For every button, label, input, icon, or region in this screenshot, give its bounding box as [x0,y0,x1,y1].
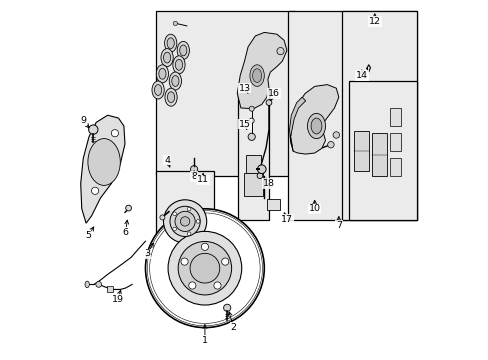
Text: 1: 1 [202,325,207,345]
Bar [244,173,263,196]
Bar [354,131,368,171]
Circle shape [145,209,264,328]
Ellipse shape [179,45,186,56]
Ellipse shape [249,65,264,86]
Text: 19: 19 [112,290,123,304]
PathPatch shape [290,85,338,154]
Circle shape [178,242,231,295]
Text: 9: 9 [80,116,89,128]
Ellipse shape [307,113,325,139]
Circle shape [111,130,118,137]
Circle shape [332,132,339,138]
Text: 8: 8 [191,171,197,181]
Bar [389,158,400,176]
Ellipse shape [310,118,321,134]
Bar [156,171,213,268]
Circle shape [249,118,254,123]
PathPatch shape [289,97,305,151]
Text: 18: 18 [263,178,274,188]
Circle shape [172,227,176,231]
Circle shape [247,133,255,140]
Circle shape [88,125,98,134]
Text: 17: 17 [281,213,292,224]
Circle shape [190,253,219,283]
Circle shape [196,220,200,223]
Ellipse shape [167,92,174,103]
Circle shape [327,141,333,148]
Circle shape [188,282,196,289]
Ellipse shape [167,38,174,49]
Ellipse shape [169,72,181,90]
Bar [245,155,260,173]
Text: 2: 2 [228,312,236,332]
PathPatch shape [237,32,286,109]
Circle shape [170,206,200,237]
Bar [371,133,386,176]
PathPatch shape [81,115,125,223]
Text: 11: 11 [197,174,209,184]
Ellipse shape [156,65,168,83]
Bar [348,81,416,220]
Circle shape [96,282,102,287]
Ellipse shape [252,69,261,82]
Bar [107,286,113,292]
Circle shape [172,212,176,216]
Circle shape [223,304,230,311]
Text: 15: 15 [239,120,251,130]
Circle shape [175,211,195,231]
Circle shape [201,243,208,251]
Text: 14: 14 [355,70,367,80]
Text: 5: 5 [85,227,94,240]
Circle shape [265,100,271,105]
Bar [287,11,416,220]
Bar [156,11,294,176]
Ellipse shape [164,88,177,106]
Ellipse shape [88,139,120,185]
Text: 12: 12 [368,14,380,26]
Ellipse shape [85,281,89,288]
Circle shape [190,166,197,173]
Circle shape [187,232,190,235]
Circle shape [213,282,221,289]
Bar [389,108,400,126]
Text: 7: 7 [335,217,341,230]
Text: 16: 16 [267,89,280,100]
Circle shape [257,173,263,179]
Ellipse shape [161,49,173,67]
Ellipse shape [163,52,170,63]
Circle shape [125,205,131,211]
Ellipse shape [152,81,164,99]
Circle shape [257,165,265,174]
Circle shape [163,200,206,243]
Circle shape [187,207,190,211]
Circle shape [168,231,241,305]
Ellipse shape [171,76,179,86]
Text: 6: 6 [122,220,128,237]
Circle shape [276,48,284,55]
Circle shape [221,258,228,265]
Circle shape [91,187,99,194]
Ellipse shape [177,41,189,59]
Ellipse shape [159,68,166,79]
Text: 10: 10 [308,201,320,213]
Bar [266,199,280,210]
Text: 13: 13 [238,84,250,94]
Circle shape [181,258,188,265]
Circle shape [180,217,189,226]
Text: 3: 3 [144,243,153,258]
Ellipse shape [172,56,185,74]
Bar [341,11,416,220]
Circle shape [249,106,254,111]
Bar [389,133,400,151]
Circle shape [160,215,164,220]
Text: 4: 4 [164,156,170,167]
Ellipse shape [164,34,177,52]
Ellipse shape [175,59,182,70]
Circle shape [173,21,177,26]
Bar [238,88,268,220]
Ellipse shape [154,85,162,95]
